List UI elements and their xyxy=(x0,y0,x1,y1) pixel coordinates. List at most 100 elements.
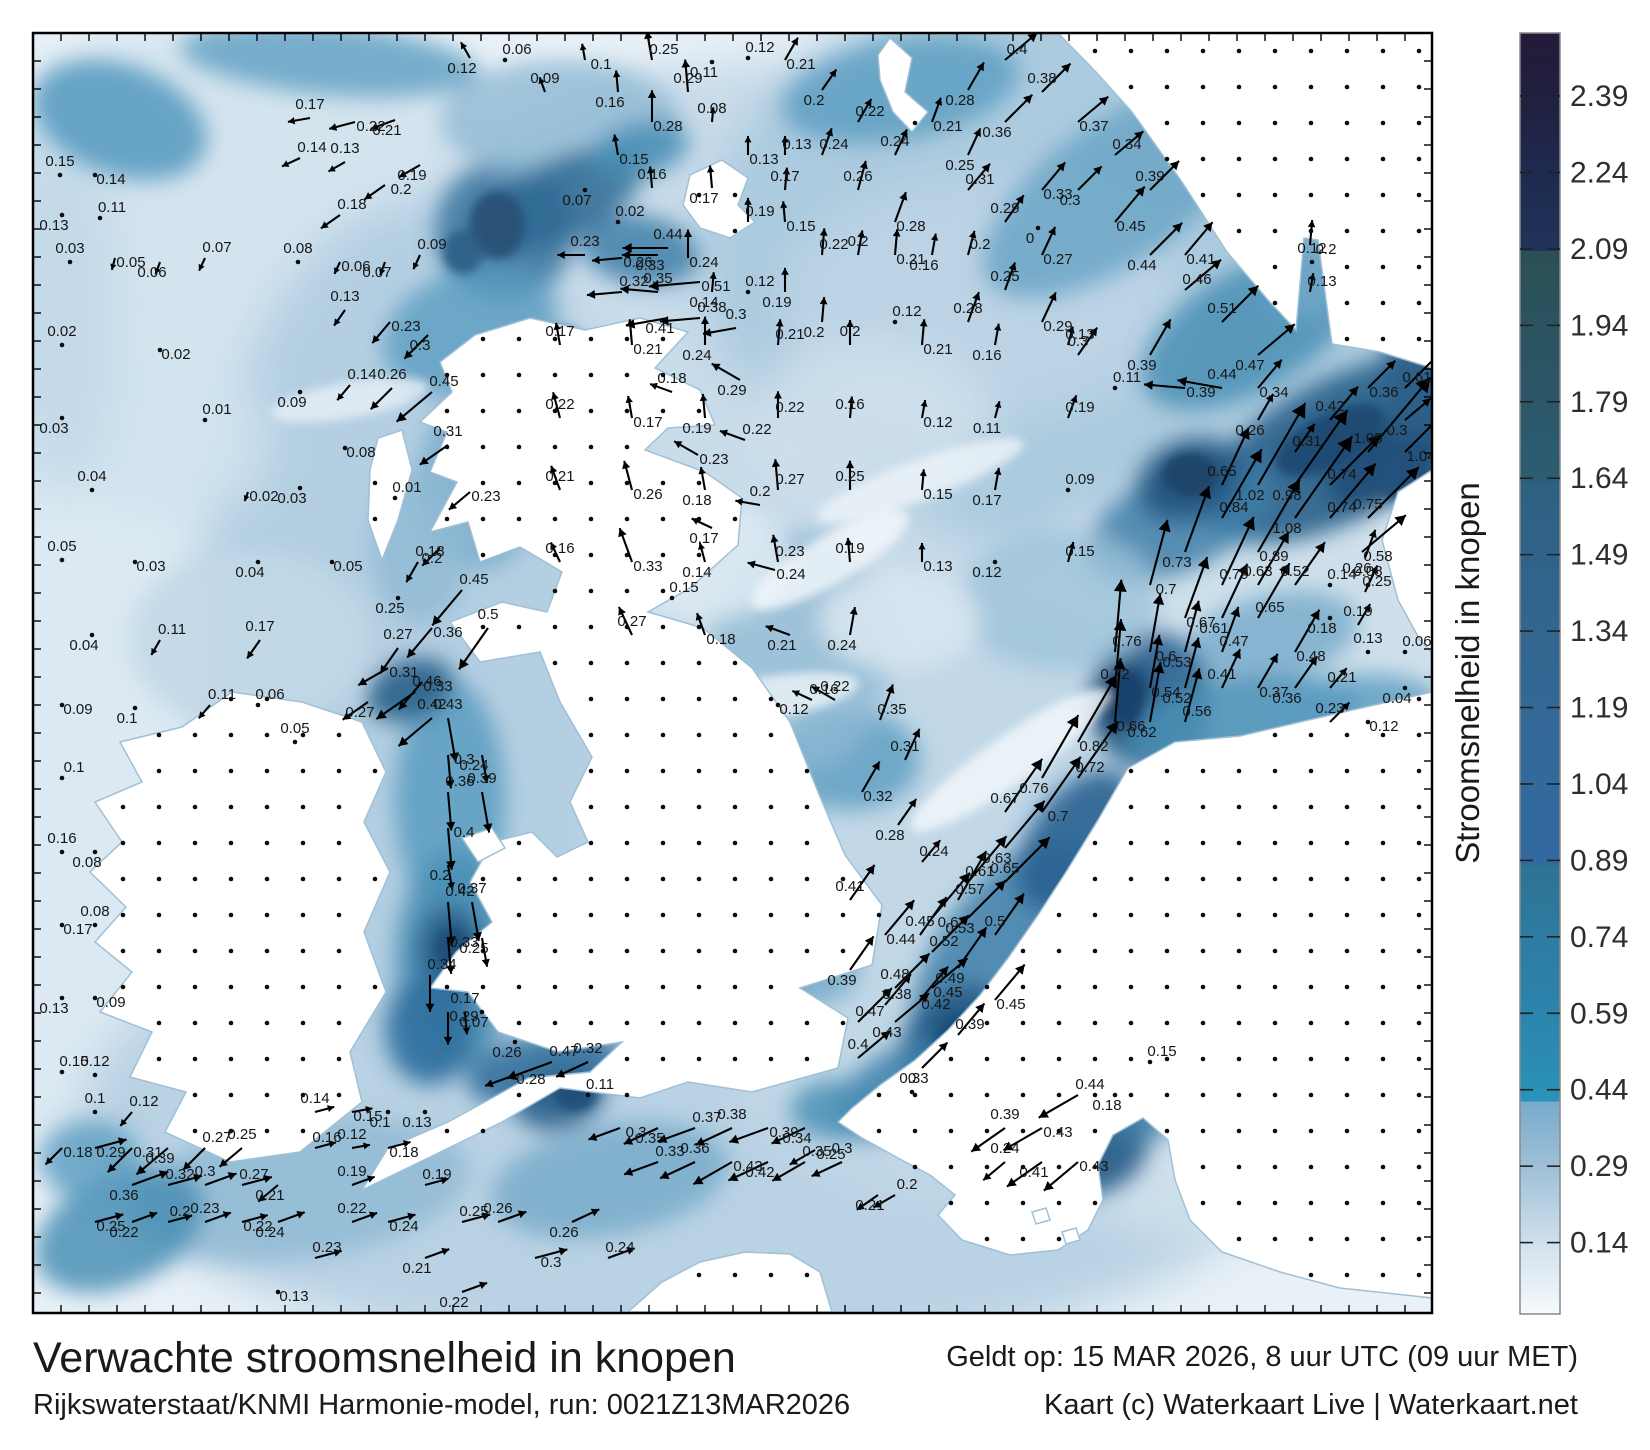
current-value-label: 0.13 xyxy=(923,558,952,575)
grid-dot xyxy=(480,984,486,990)
grid-dot xyxy=(588,552,594,558)
calm-dot xyxy=(59,342,65,348)
calm-dot xyxy=(422,1109,428,1115)
grid-dot xyxy=(588,660,594,666)
current-arrow-head xyxy=(1249,449,1262,464)
grid-dot xyxy=(1380,264,1386,270)
current-arrow-head xyxy=(412,262,419,270)
grid-dot xyxy=(1164,876,1170,882)
current-value-label: 0.1 xyxy=(117,710,138,727)
grid-dot xyxy=(264,876,270,882)
grid-dot xyxy=(1236,192,1242,198)
current-arrow-head xyxy=(1048,292,1057,302)
grid-dot xyxy=(768,1020,774,1026)
current-value-label: 0.45 xyxy=(996,996,1025,1013)
current-value-label: 0.35 xyxy=(877,701,906,718)
grid-dot xyxy=(1200,1020,1206,1026)
current-arrow-head xyxy=(1242,516,1255,531)
grid-dot xyxy=(732,228,738,234)
grid-dot xyxy=(1092,912,1098,918)
current-arrow-head xyxy=(399,170,407,178)
grid-dot xyxy=(588,1020,594,1026)
calm-dot xyxy=(59,212,65,218)
grid-dot xyxy=(1308,48,1314,54)
grid-dot xyxy=(1344,1092,1350,1098)
current-value-label: 0.13 xyxy=(1065,326,1094,343)
current-arrow-head xyxy=(993,323,1002,331)
current-arrow-head xyxy=(1158,519,1171,533)
current-arrow-shaft xyxy=(1404,359,1432,389)
grid-dot xyxy=(588,588,594,594)
current-arrow-shaft xyxy=(1367,376,1432,453)
grid-dot xyxy=(156,1056,162,1062)
grid-dot xyxy=(336,768,342,774)
current-arrow-head xyxy=(908,798,917,808)
current-value-label: 0.32 xyxy=(573,1040,602,1057)
calm-dot xyxy=(92,849,98,855)
current-value-label: 0.2 xyxy=(422,550,443,567)
current-arrow-head xyxy=(819,297,828,305)
current-value-label: 0.67 xyxy=(1186,614,1215,631)
grid-dot xyxy=(768,696,774,702)
grid-dot xyxy=(1416,1236,1422,1242)
current-value-label: 0.08 xyxy=(283,240,312,257)
grid-dot xyxy=(1272,1164,1278,1170)
current-value-label: 0.26 xyxy=(549,1224,578,1241)
calm-dot xyxy=(59,702,65,708)
current-arrow-head xyxy=(328,1140,336,1148)
grid-dot xyxy=(336,912,342,918)
calm-dot xyxy=(157,347,163,353)
grid-dot xyxy=(768,840,774,846)
current-value-label: 0.33 xyxy=(899,1070,928,1087)
current-value-label: 0.2 xyxy=(750,483,771,500)
current-arrow-head xyxy=(1306,423,1315,433)
grid-dot xyxy=(984,1164,990,1170)
calm-dot xyxy=(297,485,303,491)
grid-dot xyxy=(156,912,162,918)
grid-dot xyxy=(1272,840,1278,846)
current-arrow-head xyxy=(259,1213,268,1221)
current-value-label: 0.43 xyxy=(872,1024,901,1041)
current-value-label: 0.36 xyxy=(1369,384,1398,401)
current-value-label: 0.41 xyxy=(835,878,864,895)
current-value-label: 0.25 xyxy=(816,1146,845,1163)
grid-dot xyxy=(1416,120,1422,126)
grid-dot xyxy=(660,624,666,630)
current-value-label: 0.15 xyxy=(619,151,648,168)
current-value-label: 0.63 xyxy=(982,850,1011,867)
current-value-label: 0.43 xyxy=(433,696,462,713)
calm-dot xyxy=(59,1069,65,1075)
grid-dot xyxy=(1308,1092,1314,1098)
grid-dot xyxy=(1308,912,1314,918)
current-value-label: 0.3 xyxy=(541,1254,562,1271)
current-arrow-head xyxy=(1237,563,1249,576)
current-value-label: 0.39 xyxy=(467,770,496,787)
current-value-label: 0.51 xyxy=(1207,300,1236,317)
current-arrow-shaft xyxy=(1113,579,1123,653)
grid-dot xyxy=(192,804,198,810)
current-arrow-head xyxy=(590,1208,600,1217)
calm-dot xyxy=(202,417,208,423)
current-value-label: 0.37 xyxy=(692,1109,721,1126)
current-arrow-head xyxy=(622,243,632,253)
current-value-label: 0.33 xyxy=(633,558,662,575)
grid-dot xyxy=(1380,768,1386,774)
grid-dot xyxy=(660,372,666,378)
current-value-label: 0.08 xyxy=(697,100,726,117)
current-value-label: 0.21 xyxy=(402,1260,431,1277)
colorbar-tick-label: 1.34 xyxy=(1570,615,1628,648)
current-value-label: 0.35 xyxy=(635,1130,664,1147)
grid-dot xyxy=(624,876,630,882)
current-value-label: 0.12 xyxy=(745,273,774,290)
current-arrow-head xyxy=(1008,262,1017,271)
current-value-label: 0.12 xyxy=(972,564,1001,581)
grid-dot xyxy=(696,1020,702,1026)
grid-dot xyxy=(552,1020,558,1026)
grid-dot xyxy=(948,1200,954,1206)
grid-dot xyxy=(1020,948,1026,954)
sea-blob xyxy=(33,59,207,181)
current-value-label: 1.04 xyxy=(1406,448,1435,465)
grid-dot xyxy=(336,948,342,954)
sea-blob xyxy=(1162,453,1218,497)
current-value-label: 0.45 xyxy=(933,984,962,1001)
